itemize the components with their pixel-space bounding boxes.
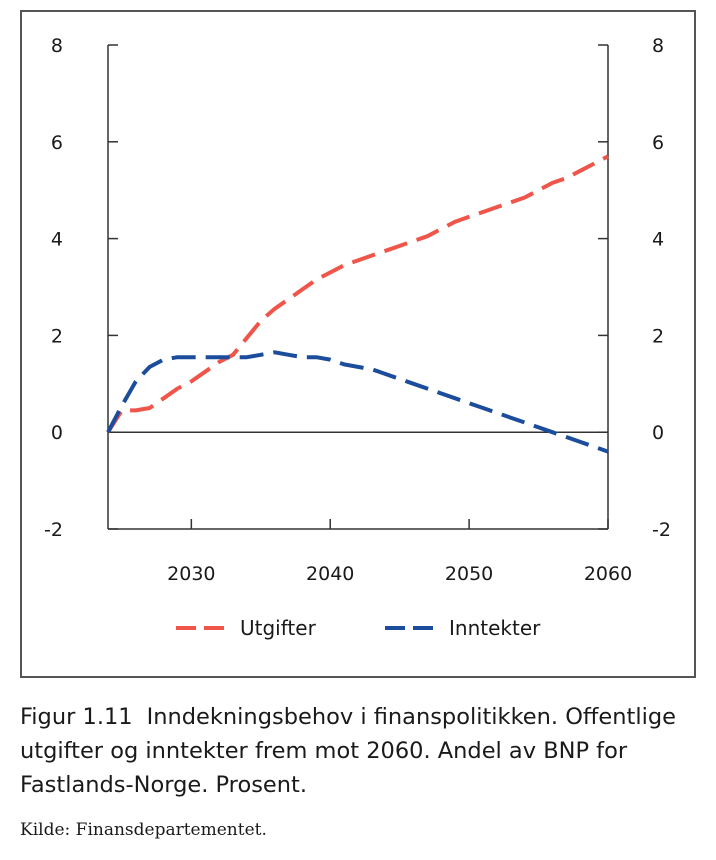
y-tick-label-left: 8 xyxy=(51,35,63,57)
caption-text: Inndekningsbehov i finanspolitikken. Off… xyxy=(20,704,676,798)
y-tick-label-right: 6 xyxy=(652,132,664,154)
y-tick-label-left: 2 xyxy=(51,325,63,347)
y-tick-label-right: 2 xyxy=(652,325,664,347)
y-tick-label-left: 6 xyxy=(51,132,63,154)
line-chart: -2 -2 0 0 2 2 4 4 6 6 8 8 2030 2040 2050 2060 Utgifter In… xyxy=(44,35,671,640)
caption-label: Figur 1.11 xyxy=(20,704,133,730)
y-tick-label-right: -2 xyxy=(652,519,671,541)
y-tick-label-right: 4 xyxy=(652,229,664,251)
figure-caption: Figur 1.11 Inndekningsbehov i finanspolit… xyxy=(20,700,700,802)
y-tick-label-left: -2 xyxy=(44,519,63,541)
y-tick-label-left: 0 xyxy=(51,422,63,444)
x-tick-label: 2060 xyxy=(584,563,632,585)
legend-label-utgifter: Utgifter xyxy=(240,616,317,640)
figure-frame xyxy=(20,10,696,678)
x-tick-label: 2030 xyxy=(167,563,215,585)
x-tick-label: 2050 xyxy=(445,563,493,585)
series-line-inntekter xyxy=(106,350,609,454)
y-tick-label-right: 0 xyxy=(652,422,664,444)
series-line-utgifter xyxy=(106,154,609,434)
y-tick-label-left: 4 xyxy=(51,229,63,251)
legend-label-inntekter: Inntekter xyxy=(449,616,541,640)
x-tick-label: 2040 xyxy=(306,563,354,585)
source-note: Kilde: Finansdepartementet. xyxy=(20,820,267,840)
y-tick-label-right: 8 xyxy=(652,35,664,57)
